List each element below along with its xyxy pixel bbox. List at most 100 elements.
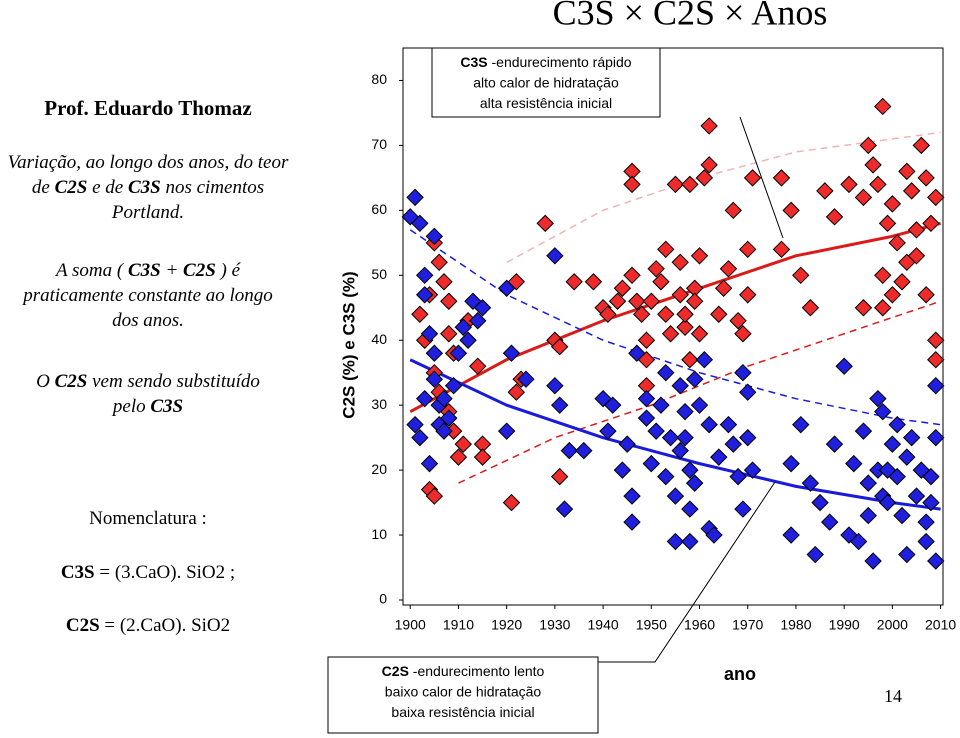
- data-point: [454, 318, 472, 336]
- data-point: [406, 415, 424, 434]
- data-point: [420, 325, 439, 343]
- data-point: [883, 286, 902, 304]
- annotation-text: C2S -endurecimento lento: [382, 663, 545, 679]
- data-point: [623, 266, 641, 285]
- data-point: [676, 305, 694, 323]
- annotation-box: [327, 656, 599, 734]
- data-point: [550, 396, 569, 414]
- data-point: [806, 545, 824, 564]
- data-point: [690, 396, 709, 414]
- data-point: [864, 552, 882, 570]
- data-point: [657, 467, 675, 486]
- data-point: [440, 292, 458, 310]
- data-point: [902, 182, 921, 200]
- annotation-text: baixo calor de hidratação: [385, 683, 542, 699]
- data-point: [681, 351, 699, 369]
- y-tick-label: 30: [371, 396, 387, 412]
- text-run: C3S: [60, 562, 95, 583]
- data-point: [700, 415, 718, 434]
- data-point: [550, 338, 569, 356]
- data-point: [425, 227, 444, 246]
- data-point: [734, 363, 752, 382]
- text-run: C2S: [382, 663, 409, 679]
- y-tick-label: 50: [371, 266, 387, 282]
- text-run: C2S: [65, 615, 100, 636]
- annotation-text: C3S -endurecimento rápido: [460, 54, 631, 70]
- callout-line: [598, 481, 776, 663]
- data-point: [917, 286, 935, 304]
- data-point: [743, 461, 762, 479]
- data-point: [825, 208, 844, 226]
- text-run: vem sendo substituído pelo: [87, 371, 265, 417]
- y-tick-label: 40: [371, 331, 387, 347]
- y-tick-label: 0: [379, 591, 387, 607]
- data-point: [898, 162, 916, 181]
- data-point: [922, 493, 940, 512]
- data-point: [415, 266, 434, 285]
- plot-area: [402, 47, 944, 606]
- data-point: [927, 376, 945, 395]
- text-run: Variação, ao longo dos anos, do teor de: [7, 152, 294, 198]
- data-point: [729, 467, 747, 486]
- data-point: [623, 175, 641, 194]
- data-point: [685, 292, 704, 310]
- data-point: [719, 260, 738, 278]
- annotation-text: baixa resistência inicial: [391, 704, 534, 720]
- nomenclature-heading: Nomenclatura :: [89, 508, 207, 529]
- data-point: [927, 188, 945, 207]
- data-point: [671, 376, 689, 395]
- data-point: [613, 279, 632, 297]
- data-point: [565, 273, 583, 291]
- x-tick-label: 1960: [684, 617, 715, 633]
- data-point: [859, 506, 877, 525]
- x-tick-label: 1910: [443, 617, 474, 633]
- data-point: [666, 487, 685, 505]
- data-point: [469, 357, 487, 375]
- data-point: [878, 461, 897, 479]
- data-point: [406, 188, 424, 207]
- data-point: [854, 299, 873, 317]
- data-point: [444, 376, 463, 395]
- data-point: [676, 402, 694, 421]
- data-point: [464, 292, 482, 310]
- trend-curve: [409, 229, 941, 426]
- data-point: [820, 513, 839, 531]
- data-point: [440, 325, 458, 343]
- paragraph: A soma ( C3S + C2S ) é praticamente cons…: [18, 258, 278, 333]
- data-point: [878, 493, 897, 512]
- data-point: [411, 214, 429, 233]
- data-point: [613, 461, 632, 479]
- data-point: [632, 305, 651, 323]
- data-point: [430, 253, 448, 272]
- data-point: [859, 136, 877, 155]
- data-point: [739, 428, 757, 447]
- page-number: 14: [884, 686, 902, 706]
- data-point: [893, 506, 911, 525]
- data-point: [705, 526, 723, 544]
- data-point: [560, 441, 579, 460]
- text-run: +: [160, 260, 184, 281]
- data-point: [840, 526, 858, 544]
- data-point: [657, 240, 675, 259]
- data-point: [922, 467, 940, 486]
- text-run: = (3.CaO). SiO2 ;: [94, 562, 236, 583]
- paragraph: O C2S vem sendo substituído pelo C3S: [28, 369, 268, 419]
- data-point: [695, 351, 714, 369]
- x-axis-label: ano: [724, 664, 756, 684]
- text-run: ) é praticamente constante ao longo dos …: [23, 260, 278, 331]
- data-point: [739, 286, 757, 304]
- data-point: [811, 493, 829, 512]
- y-tick-label: 80: [371, 71, 387, 87]
- annotation-text: alto calor de hidratação: [473, 74, 619, 90]
- data-point: [657, 363, 675, 382]
- data-point: [425, 487, 444, 505]
- data-point: [604, 396, 622, 414]
- data-point: [550, 467, 569, 486]
- data-point: [782, 526, 800, 544]
- data-point: [599, 305, 617, 323]
- data-point: [536, 214, 554, 233]
- data-point: [883, 435, 902, 453]
- y-tick-label: 10: [371, 526, 387, 542]
- data-point: [652, 396, 670, 414]
- data-point: [874, 299, 892, 317]
